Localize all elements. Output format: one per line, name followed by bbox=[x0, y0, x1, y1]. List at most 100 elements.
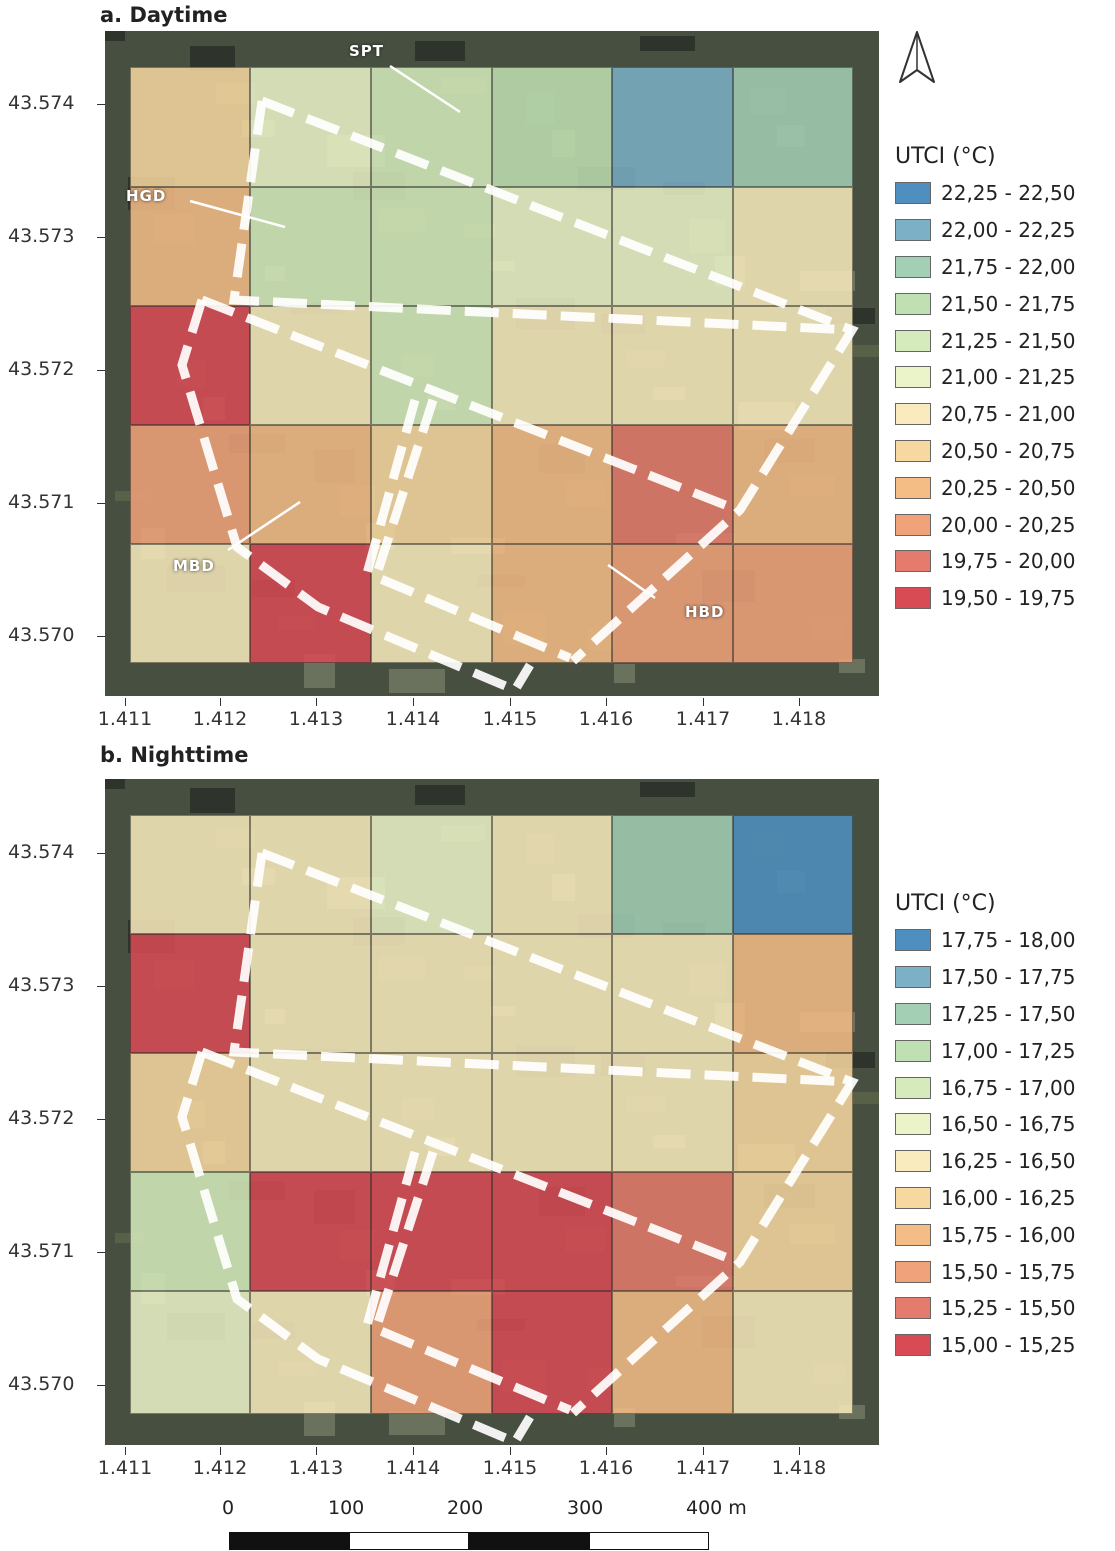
utci-grid-cell bbox=[733, 1172, 853, 1291]
y-tick-label: 43.574 bbox=[8, 92, 75, 114]
legend-label: 17,75 - 18,00 bbox=[941, 928, 1076, 953]
label-pointer bbox=[607, 563, 656, 600]
legend-item: 22,25 - 22,50 bbox=[895, 175, 1075, 212]
panel-a-title: a. Daytime bbox=[100, 3, 228, 27]
utci-grid-cell bbox=[250, 934, 371, 1053]
legend-item: 17,75 - 18,00 bbox=[895, 922, 1075, 959]
zone-outline bbox=[361, 398, 420, 579]
legend-swatch bbox=[895, 366, 931, 389]
x-tick-label: 1.417 bbox=[675, 708, 731, 730]
x-tick-mark bbox=[220, 1447, 221, 1455]
legend-title: UTCI (°C) bbox=[895, 891, 996, 916]
zone-outline bbox=[361, 1150, 420, 1331]
legend-label: 22,25 - 22,50 bbox=[941, 181, 1076, 206]
y-tick-mark bbox=[97, 1119, 105, 1120]
y-tick-mark bbox=[97, 237, 105, 238]
utci-grid-cell bbox=[733, 1291, 853, 1414]
legend-item: 21,75 - 22,00 bbox=[895, 249, 1075, 286]
utci-grid-cell bbox=[130, 815, 250, 934]
daytime-map bbox=[105, 31, 879, 696]
scale-label-300: 300 bbox=[567, 1497, 604, 1519]
legend-label: 15,00 - 15,25 bbox=[941, 1333, 1076, 1358]
utci-grid-cell bbox=[371, 815, 492, 934]
legend-swatch bbox=[895, 476, 931, 499]
scale-bar-segment bbox=[469, 1532, 589, 1550]
x-tick-mark bbox=[510, 698, 511, 706]
x-tick-label: 1.411 bbox=[97, 1457, 153, 1479]
map-texture bbox=[640, 36, 695, 51]
utci-grid-cell bbox=[130, 1291, 250, 1414]
legend-label: 22,00 - 22,25 bbox=[941, 218, 1076, 243]
legend-swatch bbox=[895, 929, 931, 952]
map-texture bbox=[415, 785, 465, 805]
legend-swatch bbox=[895, 1260, 931, 1283]
legend-item: 20,25 - 20,50 bbox=[895, 469, 1075, 506]
y-tick-label: 43.571 bbox=[8, 491, 75, 513]
map-texture bbox=[389, 669, 445, 693]
legend-label: 17,00 - 17,25 bbox=[941, 1038, 1076, 1063]
scale-label-200: 200 bbox=[447, 1497, 484, 1519]
scale-label-400m: 400 m bbox=[686, 1497, 747, 1519]
y-tick-label: 43.572 bbox=[8, 1107, 75, 1129]
legend-swatch bbox=[895, 1223, 931, 1246]
x-tick-label: 1.417 bbox=[675, 1457, 731, 1479]
utci-grid-cell bbox=[733, 815, 853, 934]
x-tick-label: 1.413 bbox=[288, 708, 344, 730]
y-tick-mark bbox=[97, 503, 105, 504]
x-tick-label: 1.414 bbox=[385, 1457, 441, 1479]
utci-grid-cell bbox=[612, 67, 733, 187]
utci-grid-cell bbox=[130, 934, 250, 1053]
legend-swatch bbox=[895, 403, 931, 426]
label-pointer bbox=[189, 199, 286, 229]
legend-item: 20,00 - 20,25 bbox=[895, 506, 1075, 543]
legend-label: 21,00 - 21,25 bbox=[941, 365, 1076, 390]
x-tick-mark bbox=[125, 698, 126, 706]
legend-label: 15,25 - 15,50 bbox=[941, 1296, 1076, 1321]
legend-item: 19,75 - 20,00 bbox=[895, 543, 1075, 580]
legend-label: 20,25 - 20,50 bbox=[941, 475, 1076, 500]
x-tick-mark bbox=[413, 698, 414, 706]
utci-grid-cell bbox=[130, 425, 250, 544]
zone-outline bbox=[228, 852, 853, 1087]
utci-grid-cell bbox=[612, 815, 733, 934]
utci-grid-cell bbox=[492, 1291, 612, 1414]
legend-swatch bbox=[895, 1039, 931, 1062]
legend-label: 15,75 - 16,00 bbox=[941, 1222, 1076, 1247]
utci-grid-cell bbox=[492, 425, 612, 544]
zone-outline bbox=[260, 96, 859, 665]
panel-b-title: b. Nighttime bbox=[100, 743, 249, 767]
map-texture bbox=[190, 46, 235, 71]
utci-grid-cell bbox=[130, 187, 250, 306]
legend-swatch bbox=[895, 1150, 931, 1173]
label-hgd: HGD bbox=[126, 187, 167, 205]
utci-grid-cell bbox=[733, 67, 853, 187]
legend-item: 22,00 - 22,25 bbox=[895, 212, 1075, 249]
map-texture bbox=[190, 788, 235, 813]
legend-swatch bbox=[895, 182, 931, 205]
zone-outline bbox=[200, 295, 740, 515]
utci-grid-cell bbox=[612, 1291, 733, 1414]
legend-swatch bbox=[895, 1186, 931, 1209]
legend-swatch bbox=[895, 550, 931, 573]
y-tick-mark bbox=[97, 370, 105, 371]
utci-grid-cell bbox=[250, 187, 371, 306]
utci-grid-cell bbox=[492, 1172, 612, 1291]
label-pointer bbox=[227, 500, 301, 552]
legend-swatch bbox=[895, 219, 931, 242]
nighttime-map bbox=[105, 779, 879, 1445]
x-tick-mark bbox=[220, 698, 221, 706]
map-texture bbox=[852, 345, 879, 357]
legend-swatch bbox=[895, 255, 931, 278]
scale-label-100: 100 bbox=[328, 1497, 365, 1519]
zone-outline bbox=[370, 1150, 572, 1415]
y-tick-label: 43.572 bbox=[8, 358, 75, 380]
utci-grid-cell bbox=[492, 815, 612, 934]
x-tick-mark bbox=[413, 1447, 414, 1455]
legend-item: 15,25 - 15,50 bbox=[895, 1290, 1075, 1327]
legend-label: 17,25 - 17,50 bbox=[941, 1001, 1076, 1026]
legend-item: 15,00 - 15,25 bbox=[895, 1327, 1075, 1364]
utci-grid-cell bbox=[371, 1053, 492, 1172]
legend-item: 16,50 - 16,75 bbox=[895, 1106, 1075, 1143]
x-tick-mark bbox=[799, 1447, 800, 1455]
legend-label: 20,75 - 21,00 bbox=[941, 402, 1076, 427]
